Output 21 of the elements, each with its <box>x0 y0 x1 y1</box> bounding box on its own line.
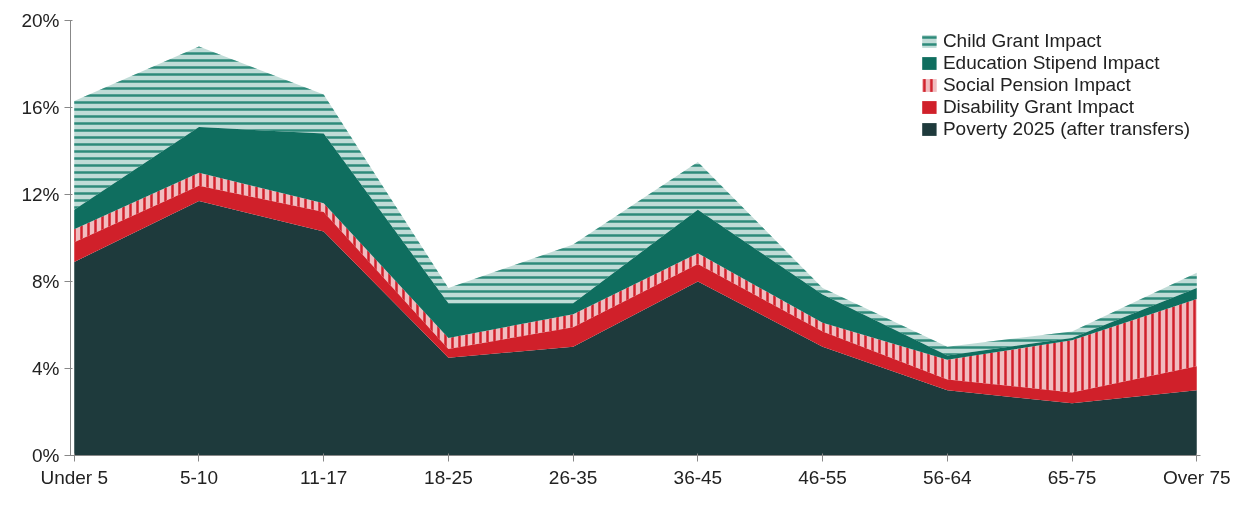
x-tick-label: Over 75 <box>1162 466 1231 488</box>
x-tick-label: 46-55 <box>798 466 847 488</box>
x-tick-label: Under 5 <box>40 466 109 488</box>
y-tick-label: 12% <box>21 184 60 205</box>
y-tick-label: 16% <box>21 97 60 118</box>
x-tick-label: 18-25 <box>424 466 473 488</box>
legend-label: Education Stipend Impact <box>942 52 1160 74</box>
x-tick-label: 11-17 <box>300 466 348 488</box>
y-tick-label: 4% <box>32 358 60 379</box>
x-tick-label: 26-35 <box>548 466 598 488</box>
legend-label: Social Pension Impact <box>942 74 1131 96</box>
y-tick-label: 20% <box>21 10 60 31</box>
x-tick-label: 36-45 <box>673 466 723 488</box>
x-tick-label: 5-10 <box>179 466 218 488</box>
x-tick-label: 56-64 <box>923 466 973 488</box>
legend-label: Disability Grant Impact <box>942 96 1135 118</box>
legend-label: Poverty 2025 (after transfers) <box>942 118 1190 140</box>
legend-label: Child Grant Impact <box>942 30 1102 52</box>
y-tick-label: 8% <box>32 271 60 292</box>
x-tick-label: 65-75 <box>1047 466 1097 488</box>
y-tick-label: 0% <box>32 445 60 466</box>
